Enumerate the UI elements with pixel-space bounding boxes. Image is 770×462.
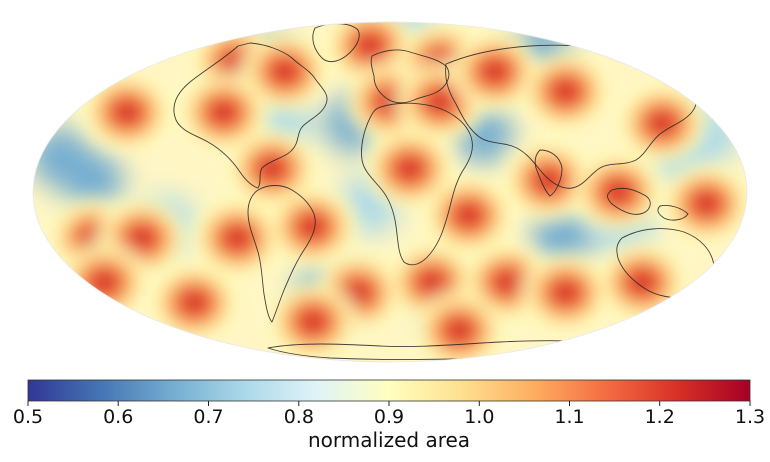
high-area-cell bbox=[193, 199, 282, 277]
colorbar-tick-label: 0.7 bbox=[193, 406, 223, 428]
colorbar-tick-label: 0.6 bbox=[103, 406, 133, 428]
colorbar-tick-label: 0.8 bbox=[284, 406, 314, 428]
coastline-europe bbox=[370, 49, 450, 104]
high-area-cell bbox=[228, 130, 317, 208]
colorbar-tick-label: 0.5 bbox=[13, 406, 43, 428]
colorbar-gradient bbox=[27, 379, 751, 402]
coastline-north-america bbox=[173, 42, 328, 189]
coastline-south-america bbox=[247, 185, 316, 323]
high-area-cell bbox=[60, 243, 149, 321]
high-area-cell bbox=[150, 264, 239, 342]
high-area-cell bbox=[365, 130, 454, 208]
high-area-cell bbox=[415, 291, 504, 362]
low-area-region bbox=[33, 127, 90, 188]
high-area-cell bbox=[424, 176, 513, 254]
high-area-cell bbox=[269, 282, 357, 361]
colorbar-tick-label: 0.9 bbox=[374, 406, 404, 428]
colorbar: 0.5 0.6 0.7 0.8 0.9 1.0 1.1 1.2 1.3 normalized a… bbox=[13, 379, 765, 452]
map-area bbox=[33, 22, 747, 362]
high-area-cell bbox=[521, 52, 610, 131]
high-area-cell bbox=[83, 73, 172, 152]
high-area-cell bbox=[451, 32, 539, 111]
high-area-cell bbox=[662, 164, 747, 243]
coastline-se-asia bbox=[607, 187, 689, 221]
map-boundary bbox=[32, 21, 748, 363]
colorbar-tick-label: 1.3 bbox=[735, 406, 765, 428]
coastline-africa bbox=[361, 102, 473, 266]
high-area-cell bbox=[574, 153, 663, 231]
high-area-cell bbox=[618, 84, 707, 162]
low-area-region bbox=[531, 208, 592, 269]
colorbar-tick-label: 1.2 bbox=[645, 406, 675, 428]
high-area-cell bbox=[521, 253, 610, 332]
coastline-india bbox=[534, 149, 563, 197]
colorbar-label: normalized area bbox=[308, 428, 470, 452]
high-area-cell bbox=[241, 32, 329, 111]
high-area-cell bbox=[268, 188, 357, 266]
high-area-cell bbox=[598, 243, 687, 321]
colorbar-tick-label: 1.0 bbox=[464, 406, 494, 428]
high-area-cell bbox=[179, 73, 268, 152]
colorbar-tick-label: 1.1 bbox=[554, 406, 584, 428]
coastline-greenland bbox=[312, 23, 360, 63]
